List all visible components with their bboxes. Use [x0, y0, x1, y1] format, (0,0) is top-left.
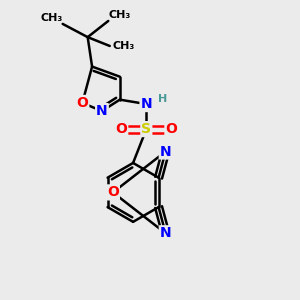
Text: N: N — [140, 97, 152, 111]
Text: CH₃: CH₃ — [108, 11, 130, 20]
Text: CH₃: CH₃ — [112, 41, 134, 51]
Text: N: N — [160, 226, 171, 240]
Text: O: O — [76, 96, 88, 110]
Text: CH₃: CH₃ — [40, 13, 63, 23]
Text: N: N — [160, 145, 171, 158]
Text: O: O — [165, 122, 177, 136]
Text: O: O — [107, 185, 119, 200]
Text: N: N — [96, 104, 108, 118]
Text: S: S — [141, 122, 151, 136]
Text: O: O — [116, 122, 127, 136]
Text: H: H — [158, 94, 167, 104]
